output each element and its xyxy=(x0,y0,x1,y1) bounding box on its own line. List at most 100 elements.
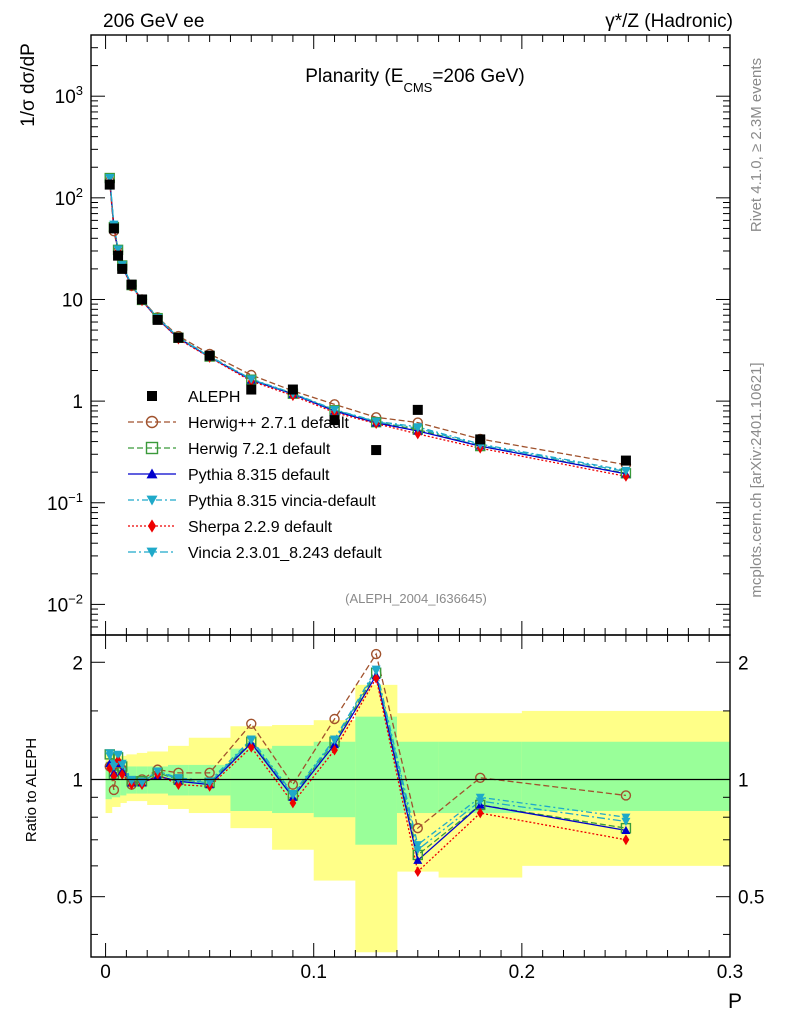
analysis-id: (ALEPH_2004_I636645) xyxy=(345,591,487,606)
ratio-point-herwig-2-7-1-default xyxy=(620,790,632,801)
ratio-uncertainty-bands xyxy=(105,684,731,953)
header-left: 206 GeV ee xyxy=(103,11,204,32)
data-point-aleph xyxy=(287,384,298,395)
legend-label: ALEPH xyxy=(188,389,240,406)
data-point-aleph xyxy=(329,415,340,426)
y-axis-label-top: 1/σ dσ/dP xyxy=(18,43,39,127)
series-point-vincia-2-3-01-8-243-default xyxy=(330,406,340,415)
x-axis-label: P xyxy=(728,990,742,1013)
data-point-aleph xyxy=(246,384,257,395)
series-point-vincia-2-3-01-8-243-default xyxy=(371,418,381,427)
data-point-aleph xyxy=(117,263,128,274)
legend-label: Herwig 7.2.1 default xyxy=(188,441,331,458)
y-tick-label-top: 10 xyxy=(62,290,83,311)
ratio-point-sherpa-2-2-9-default xyxy=(622,834,630,846)
ratio-point-herwig-2-7-1-default xyxy=(412,822,423,834)
plot-title-sub: CMS xyxy=(403,80,432,95)
ratio-point-pythia-8-315-default xyxy=(621,825,631,834)
ratio-point-sherpa-2-2-9-default xyxy=(247,741,255,753)
ratio-point-vincia-2-3-01-8-243-default xyxy=(621,817,631,826)
stat-uncertainty-band xyxy=(115,763,121,798)
mcplots-label: mcplots.cern.ch [arXiv:2401.10621] xyxy=(748,362,765,597)
ratio-point-pythia-8-315-vincia-default xyxy=(413,841,423,850)
stat-uncertainty-band xyxy=(105,761,113,800)
ratio-point-vincia-2-3-01-8-243-default xyxy=(109,762,119,771)
data-point-aleph xyxy=(204,350,215,361)
ratio-point-vincia-2-3-01-8-243-default xyxy=(117,761,127,770)
y-tick-label-top: 10−2 xyxy=(47,591,83,616)
ratio-point-sherpa-2-2-9-default xyxy=(118,769,126,780)
data-point-aleph xyxy=(126,279,137,290)
y-tick-label-bottom-right: 1 xyxy=(738,770,749,791)
data-point-aleph xyxy=(620,455,631,466)
y-tick-label-bottom: 0.5 xyxy=(57,888,83,909)
main-distribution-panel xyxy=(104,172,632,482)
ratio-point-pythia-8-315-vincia-default xyxy=(621,813,631,822)
legend-label: Pythia 8.315 vincia-default xyxy=(188,493,376,510)
y-tick-label-top: 10−1 xyxy=(47,490,83,515)
plot-title-rest: =206 GeV) xyxy=(432,66,524,87)
legend-label: Vincia 2.3.01_8.243 default xyxy=(188,545,382,562)
data-point-aleph xyxy=(113,250,124,261)
x-tick-label: 0 xyxy=(100,962,111,983)
legend-label: Herwig++ 2.7.1 default xyxy=(188,415,350,432)
ratio-line-herwig-7-2-1-default xyxy=(109,671,627,857)
y-axis-label-bottom: Ratio to ALEPH xyxy=(23,738,40,842)
legend-label: Pythia 8.315 default xyxy=(188,467,330,484)
data-point-aleph xyxy=(108,223,119,234)
x-tick-label: 0.3 xyxy=(717,962,743,983)
ratio-line-pythia-8-315-vincia-default xyxy=(109,667,627,846)
x-tick-label: 0.2 xyxy=(509,962,535,983)
ratio-point-vincia-2-3-01-8-243-default xyxy=(475,797,485,806)
legend: ALEPH Herwig++ 2.7.1 default Herwig 7.2.1 … xyxy=(128,389,382,562)
ratio-point-herwig-2-7-1-default xyxy=(475,772,486,783)
data-point-aleph xyxy=(173,332,184,343)
data-point-aleph xyxy=(371,445,382,456)
axes: 10−2 10−1 1 10 102 103 0 0.1 0.2 0.3 0.5 0.5 1 1 2 2 xyxy=(47,34,764,983)
series-point-vincia-2-3-01-8-243-default xyxy=(413,424,423,433)
series-line-sherpa-2-2-9-default xyxy=(109,181,627,477)
series-point-sherpa-2-2-9-default xyxy=(622,470,630,482)
rivet-label: Rivet 4.1.0, ≥ 2.3M events xyxy=(748,58,765,232)
ratio-point-sherpa-2-2-9-default xyxy=(289,797,297,809)
y-tick-label-top: 1 xyxy=(72,392,83,413)
legend-marker xyxy=(147,519,157,533)
ratio-point-vincia-2-3-01-8-243-default xyxy=(153,767,163,776)
ratio-point-sherpa-2-2-9-default xyxy=(331,744,338,756)
ratio-point-vincia-2-3-01-8-243-default xyxy=(105,749,115,758)
ratio-point-vincia-2-3-01-8-243-default xyxy=(413,846,423,855)
legend-marker xyxy=(145,441,159,455)
top-frame xyxy=(90,34,731,636)
ratio-point-sherpa-2-2-9-default xyxy=(175,779,182,791)
ratio-panel xyxy=(91,648,730,877)
series-point-vincia-2-3-01-8-243-default xyxy=(621,467,631,477)
data-point-aleph xyxy=(136,294,147,305)
data-point-aleph xyxy=(104,179,115,190)
ratio-point-sherpa-2-2-9-default xyxy=(372,672,380,684)
bottom-frame xyxy=(90,634,731,958)
ratio-point-pythia-8-315-default xyxy=(413,855,423,864)
ratio-point-herwig-2-7-1-default xyxy=(204,767,215,779)
y-tick-label-bottom-right: 0.5 xyxy=(738,888,764,909)
ratio-point-vincia-2-3-01-8-243-default xyxy=(288,791,298,800)
legend-marker xyxy=(145,415,159,429)
ratio-point-sherpa-2-2-9-default xyxy=(476,807,484,819)
ratio-point-herwig-2-7-1-default xyxy=(246,718,257,729)
stat-uncertainty-band xyxy=(120,764,127,796)
ratio-point-vincia-2-3-01-8-243-default xyxy=(246,736,256,745)
ratio-point-herwig-2-7-1-default xyxy=(370,648,382,660)
legend-marker xyxy=(146,547,158,558)
legend-marker xyxy=(147,391,157,401)
series-line-herwig-2-7-1-default xyxy=(109,181,627,466)
header-right: γ*/Z (Hadronic) xyxy=(605,11,733,32)
ratio-point-herwig-2-7-1-default xyxy=(287,779,299,790)
y-tick-label-bottom: 2 xyxy=(72,653,83,674)
ratio-point-vincia-2-3-01-8-243-default xyxy=(205,779,215,788)
data-point-aleph xyxy=(475,434,486,445)
ratio-point-sherpa-2-2-9-default xyxy=(414,866,422,877)
x-tick-label: 0.1 xyxy=(301,962,327,983)
legend-marker xyxy=(146,468,158,479)
series-point-sherpa-2-2-9-default xyxy=(414,428,422,440)
ratio-point-vincia-2-3-01-8-243-default xyxy=(371,667,381,676)
